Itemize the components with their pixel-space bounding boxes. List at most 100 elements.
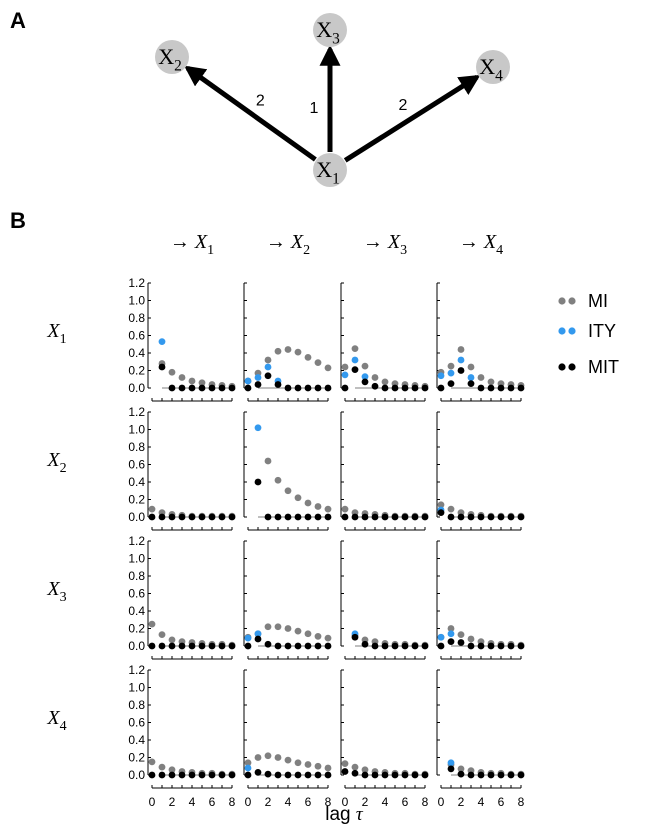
mit-point xyxy=(457,367,465,374)
x-tick-label: 4 xyxy=(478,795,485,809)
mi-point xyxy=(158,763,166,771)
mit-point xyxy=(208,771,216,779)
mi-point xyxy=(274,754,282,761)
mit-point xyxy=(467,513,475,521)
subplot-r3-c3 xyxy=(340,540,429,660)
mit-point xyxy=(421,642,429,650)
mit-point xyxy=(421,771,429,779)
mit-point xyxy=(188,642,196,650)
y-tick-label: 1.2 xyxy=(128,663,145,677)
y-tick-label: 0.8 xyxy=(128,698,145,712)
ity-point xyxy=(244,634,252,642)
legend-item-mit: MIT xyxy=(558,357,619,377)
ity-point xyxy=(447,759,455,767)
mit-point xyxy=(497,513,505,521)
mi-point xyxy=(198,379,206,387)
mit-point xyxy=(457,513,465,521)
mit-point xyxy=(218,384,226,392)
node-label-x2: X2 xyxy=(158,44,182,75)
subplot-r3-c1: 0.0 0.2 0.4 0.6 0.8 1.0 1.2 xyxy=(128,534,236,660)
mit-point xyxy=(421,513,429,521)
y-tick-label: 1.0 xyxy=(128,552,145,566)
y-tick-label: 0.6 xyxy=(128,587,145,601)
subplot-r2-c1: 0.0 0.2 0.4 0.6 0.8 1.0 1.2 xyxy=(128,405,236,531)
mit-point xyxy=(208,384,216,392)
mit-point xyxy=(158,642,166,650)
y-tick-label: 0.4 xyxy=(128,604,145,618)
mi-point xyxy=(294,759,302,767)
mit-point xyxy=(168,771,176,779)
mit-point xyxy=(274,642,282,650)
mit-point xyxy=(168,513,176,521)
mi-point xyxy=(294,494,302,502)
mit-point xyxy=(264,640,272,648)
subplot-r1-c2 xyxy=(243,282,332,402)
mi-point xyxy=(341,760,349,768)
legend-marker xyxy=(568,297,576,305)
subplot-r4-c1: 0.0 0.2 0.4 0.6 0.8 1.0 1.2 0 2 4 6 8 xyxy=(128,663,235,809)
mit-point xyxy=(314,642,322,650)
mit-point xyxy=(411,384,419,392)
mit-point xyxy=(254,768,262,776)
ity-point xyxy=(254,424,262,432)
x-tick-label: 4 xyxy=(382,795,389,809)
mit-point xyxy=(381,771,389,779)
mit-point xyxy=(324,771,332,779)
mi-point xyxy=(467,363,475,371)
mit-point xyxy=(274,381,282,388)
row-header: X1 xyxy=(46,320,66,347)
mi-point xyxy=(467,635,475,643)
mit-point xyxy=(158,363,166,371)
edge-label: 2 xyxy=(398,97,407,114)
mit-point xyxy=(517,384,525,392)
mit-point xyxy=(244,642,252,650)
mit-point xyxy=(351,633,359,641)
mit-point xyxy=(218,771,226,779)
mi-point xyxy=(314,359,322,367)
mi-point xyxy=(361,766,369,774)
ity-point xyxy=(437,372,445,380)
mi-point xyxy=(148,758,156,766)
ity-point xyxy=(341,371,349,379)
y-tick-label: 0.4 xyxy=(128,733,145,747)
mit-point xyxy=(371,513,379,521)
mit-point xyxy=(517,771,525,779)
mi-point xyxy=(381,378,389,386)
legend-item-mi: MI xyxy=(558,291,608,311)
mit-point xyxy=(477,642,485,650)
panel-b-label: B xyxy=(10,208,26,233)
mit-point xyxy=(188,384,196,392)
mit-point xyxy=(274,513,282,521)
mit-point xyxy=(228,771,236,779)
mi-point xyxy=(168,368,176,376)
mi-point xyxy=(457,631,465,639)
mit-point xyxy=(437,509,445,517)
mi-point xyxy=(314,503,322,510)
ity-point xyxy=(447,630,455,638)
x-tick-label: 4 xyxy=(189,795,196,809)
y-tick-label: 0.6 xyxy=(128,458,145,472)
y-tick-label: 0.0 xyxy=(128,768,145,782)
causal-graph: 2 1 2 X1 X2 X3 X4 xyxy=(155,13,510,188)
node-label-x3: X3 xyxy=(316,17,340,48)
mi-point xyxy=(487,378,495,386)
mi-point xyxy=(284,487,292,495)
subplot-r2-c4 xyxy=(436,411,525,531)
mit-point xyxy=(314,513,322,521)
mit-point xyxy=(304,642,312,650)
ity-point xyxy=(457,356,465,364)
mi-point xyxy=(264,356,272,364)
y-tick-label: 0.4 xyxy=(128,475,145,489)
mit-point xyxy=(254,478,262,486)
mit-point xyxy=(477,513,485,521)
mit-point xyxy=(421,384,429,392)
mit-point xyxy=(447,380,455,388)
mit-point xyxy=(198,513,206,521)
mit-point xyxy=(294,513,302,521)
mi-point xyxy=(351,763,359,771)
mit-point xyxy=(497,771,505,779)
mit-point xyxy=(457,639,465,646)
x-tick-label: 6 xyxy=(402,795,409,809)
mi-point xyxy=(304,761,312,768)
